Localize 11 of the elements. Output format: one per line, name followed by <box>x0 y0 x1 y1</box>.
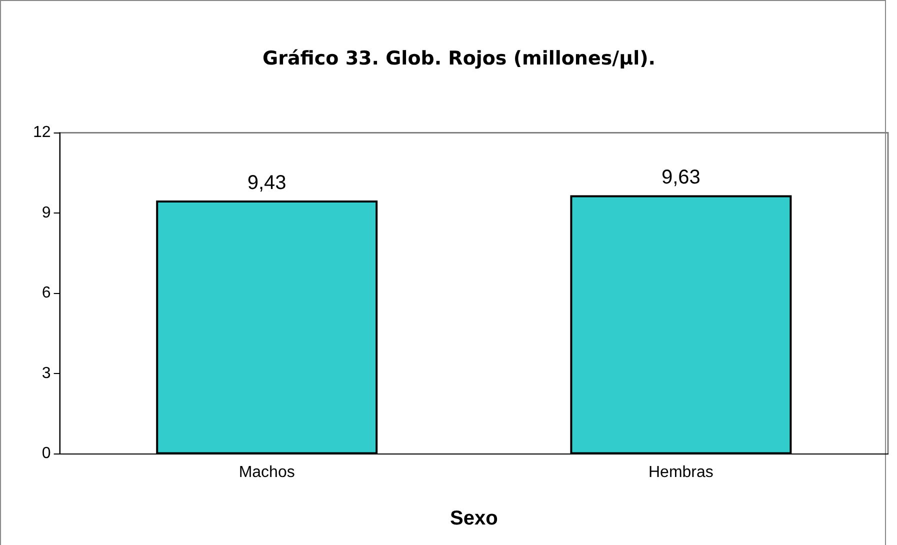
y-tick-label: 0 <box>42 445 51 462</box>
x-tick-label: Machos <box>238 464 295 481</box>
y-tick-label: 9 <box>42 204 51 222</box>
x-axis-title: Sexo <box>450 508 498 530</box>
data-label: 9,63 <box>661 166 700 189</box>
chart-title: Gráfico 33. Glob. Rojos (millones/µl). <box>262 47 656 70</box>
x-tick-label: Hembras <box>648 464 714 481</box>
y-tick-label: 3 <box>42 364 51 382</box>
y-tick-label: 6 <box>42 284 51 302</box>
y-tick-label: 12 <box>33 124 51 142</box>
data-label: 9,43 <box>247 172 286 194</box>
